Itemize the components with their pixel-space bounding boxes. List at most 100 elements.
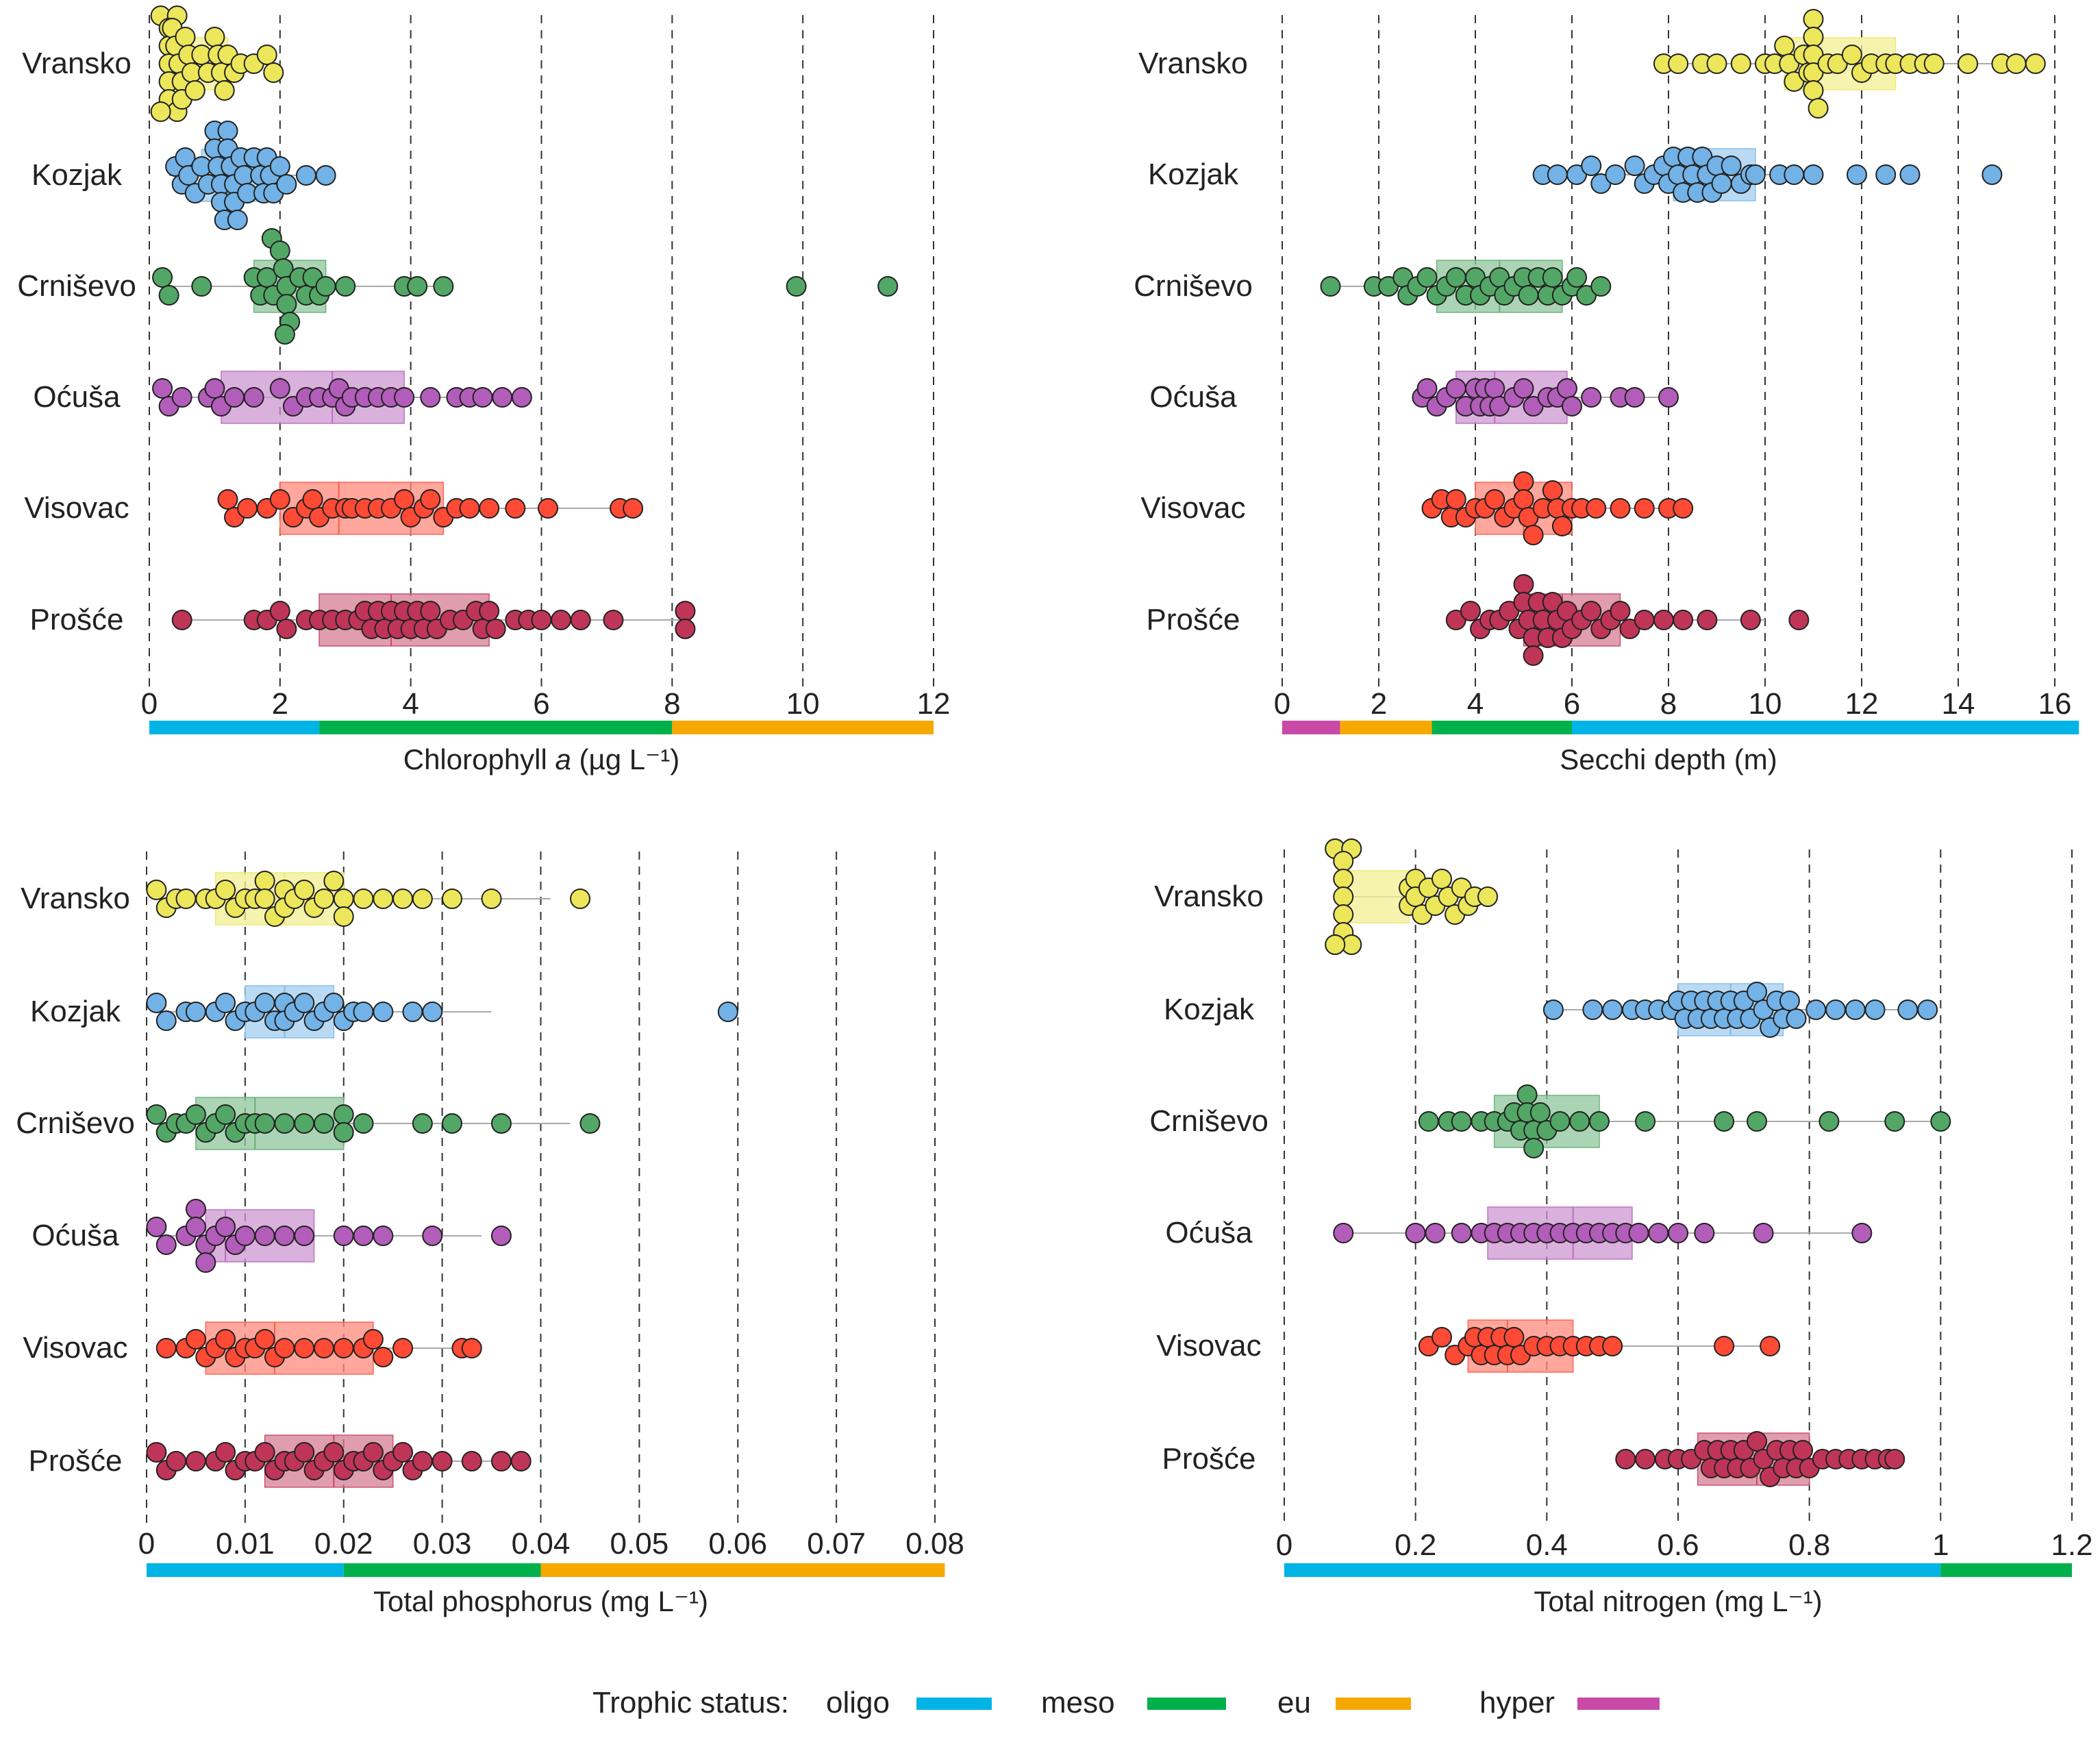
data-point [294, 1442, 315, 1463]
data-point [1714, 1336, 1735, 1356]
data-point [1711, 173, 1732, 194]
tick-label: 0.07 [807, 1527, 866, 1561]
data-point [1484, 378, 1505, 399]
trophic-segment-meso [343, 1563, 541, 1577]
data-point [1658, 387, 1679, 408]
lake-label: Oćuša [1149, 380, 1237, 414]
data-point [217, 121, 238, 141]
data-point [1542, 999, 1564, 1020]
data-point [407, 276, 428, 297]
data-point [485, 619, 506, 639]
data-point [570, 888, 591, 909]
data-point [603, 610, 624, 630]
data-point [1897, 999, 1918, 1020]
series-Kozjak [1542, 982, 1938, 1038]
lake-label: Visovac [1156, 1329, 1261, 1363]
data-point [1547, 164, 1568, 185]
data-point [461, 1338, 482, 1358]
lake-label: Vransko [21, 882, 130, 915]
data-point [1581, 156, 1602, 176]
data-point [1747, 1431, 1767, 1452]
data-point [1730, 53, 1751, 74]
data-point [1610, 601, 1631, 621]
data-point [2005, 53, 2027, 74]
data-point [1864, 999, 1886, 1020]
tick-label: 4 [402, 687, 418, 721]
data-point [323, 993, 345, 1013]
data-point [333, 1122, 354, 1143]
series-Oćuša [146, 1199, 512, 1273]
data-point [412, 1113, 433, 1134]
legend-swatch-eu [1336, 1698, 1411, 1710]
series-Oćuša [152, 371, 532, 424]
data-point [269, 601, 290, 621]
data-point [171, 610, 192, 630]
data-point [313, 888, 334, 909]
data-point [479, 601, 500, 621]
trophic-legend: Trophic status: oligo meso eu hyper [592, 1686, 1660, 1719]
data-point [185, 1104, 206, 1125]
data-point [1551, 516, 1573, 536]
data-point [171, 387, 192, 408]
data-point [373, 1347, 394, 1367]
data-point [1634, 498, 1655, 519]
lake-label: Crniševo [17, 269, 136, 303]
tick-label: 6 [1564, 687, 1580, 721]
data-point [1760, 1336, 1781, 1356]
tick-label: 0.03 [413, 1527, 472, 1561]
data-point [490, 1113, 512, 1134]
trophic-segment-oligo [147, 1563, 344, 1577]
data-point [294, 993, 315, 1013]
trophic-segment-meso [1940, 1563, 2072, 1577]
series-Oćuša [1333, 1206, 1873, 1260]
tick-label: 16 [2038, 687, 2072, 721]
tick-label: 14 [1942, 687, 1975, 721]
data-point [579, 1113, 601, 1134]
lake-label: Crniševo [16, 1106, 135, 1140]
data-point [146, 993, 167, 1013]
data-point [1425, 1223, 1446, 1243]
data-point [1523, 1138, 1545, 1158]
data-point [353, 1226, 374, 1246]
data-point [1917, 999, 1938, 1020]
data-point [146, 880, 167, 900]
data-point [1634, 610, 1655, 630]
tick-label: 0.2 [1395, 1528, 1436, 1562]
data-point [511, 387, 532, 408]
tick-label: 0.4 [1526, 1528, 1568, 1562]
data-point [1562, 396, 1582, 417]
data-point [510, 1451, 532, 1471]
tick-label: 0.8 [1788, 1528, 1830, 1562]
data-point [215, 1104, 236, 1125]
data-point [254, 1329, 275, 1350]
data-point [877, 276, 899, 297]
chart-total-nitrogen: Vransko Kozjak Crniševo Oćuša Visovac Prošće 0… [1149, 838, 2093, 1617]
trophic-segment-oligo [1284, 1563, 1941, 1577]
series-Visovac [1418, 1319, 1781, 1373]
data-point [2025, 53, 2046, 74]
data-point [254, 1113, 275, 1134]
data-point [362, 1329, 384, 1350]
data-point [1803, 164, 1824, 185]
data-point [146, 1442, 167, 1463]
data-point [335, 276, 356, 297]
data-point [1958, 53, 1979, 74]
data-point [274, 1338, 295, 1358]
data-point [296, 165, 316, 186]
data-point [1673, 498, 1694, 519]
data-point [1721, 156, 1742, 176]
data-point [1460, 601, 1481, 621]
data-point [294, 1226, 315, 1246]
lake-label: Kozjak [1164, 993, 1255, 1026]
data-point [276, 294, 297, 314]
data-point [1513, 378, 1534, 399]
data-point [373, 1226, 394, 1246]
data-point [1451, 1111, 1472, 1132]
data-point [1445, 378, 1466, 399]
series-Prošće [146, 1434, 532, 1488]
data-point [1602, 1336, 1623, 1356]
data-point [146, 1217, 167, 1237]
tick-label: 10 [1749, 687, 1782, 721]
data-point [1333, 851, 1354, 871]
data-point [185, 1217, 206, 1237]
